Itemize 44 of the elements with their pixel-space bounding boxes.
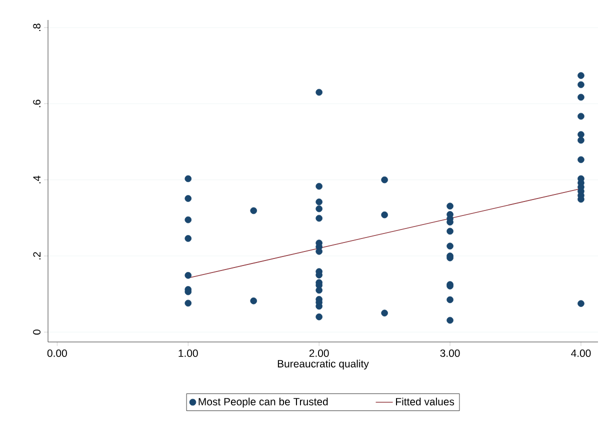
point	[578, 72, 584, 79]
point	[578, 81, 584, 88]
point	[184, 216, 192, 224]
legend-label: Most People can be Trusted	[198, 398, 328, 408]
x-axis-title: Bureaucratic quality	[278, 360, 369, 370]
point	[446, 242, 454, 250]
point	[578, 300, 584, 307]
point	[381, 310, 388, 316]
point	[250, 207, 257, 214]
point	[446, 296, 454, 304]
point	[316, 313, 322, 320]
y-tick-label: .2	[33, 252, 40, 260]
y-tick-label: .4	[33, 176, 40, 184]
y-tick-label: .6	[33, 100, 40, 108]
point	[316, 88, 322, 96]
point	[316, 198, 322, 206]
x-tick-label: 0.00	[47, 350, 67, 357]
point	[184, 195, 192, 202]
point	[250, 297, 257, 304]
point	[184, 175, 192, 182]
x-tick-label: 2.00	[309, 350, 329, 357]
point	[578, 156, 584, 164]
point	[578, 112, 584, 120]
point	[381, 211, 388, 218]
y-tick-label: 0	[33, 330, 40, 335]
point	[446, 202, 454, 210]
y-tick-label: .8	[33, 24, 40, 31]
point	[446, 228, 454, 235]
point	[184, 300, 192, 307]
point	[578, 136, 584, 144]
x-tick-label: 4.00	[571, 350, 591, 357]
x-tick-label: 3.00	[440, 350, 460, 357]
point	[184, 235, 192, 242]
point	[184, 272, 192, 279]
x-tick-label: 1.00	[178, 350, 198, 357]
point	[316, 214, 322, 222]
point	[578, 131, 584, 138]
point	[316, 286, 322, 294]
point	[446, 316, 454, 324]
point	[316, 205, 322, 212]
point	[316, 182, 322, 190]
point	[578, 94, 584, 101]
point	[381, 176, 388, 184]
legend-label: Fitted values	[396, 398, 454, 406]
